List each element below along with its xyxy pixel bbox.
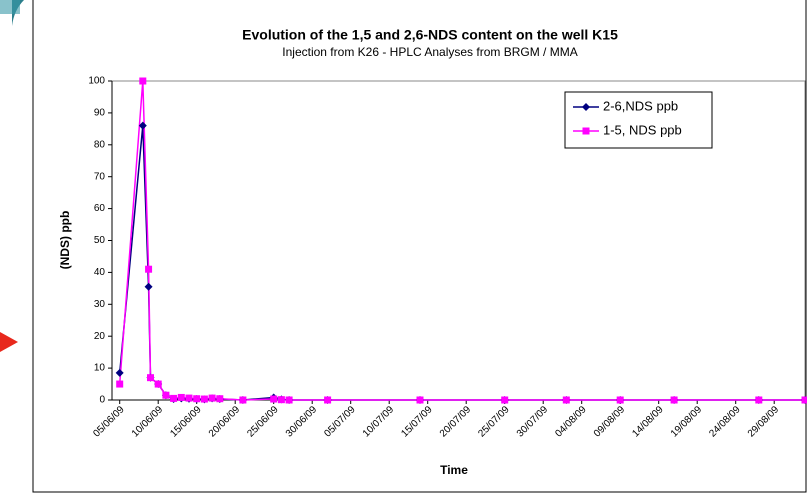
data-point xyxy=(801,396,807,404)
data-point xyxy=(116,380,124,388)
data-point xyxy=(416,396,424,404)
data-point xyxy=(755,396,763,404)
data-point xyxy=(616,396,624,404)
data-point xyxy=(562,396,570,404)
data-point xyxy=(170,394,178,402)
chart-area xyxy=(32,0,807,493)
decoration xyxy=(0,0,20,14)
data-point xyxy=(147,374,154,382)
y-tick-label: 10 xyxy=(94,363,106,374)
legend-box xyxy=(564,91,713,149)
y-axis-label: (NDS) ppb xyxy=(58,211,72,270)
legend-label: 1-5, NDS ppb xyxy=(603,122,682,137)
y-tick-label: 70 xyxy=(94,171,106,182)
data-point xyxy=(138,121,147,130)
y-tick-label: 100 xyxy=(88,76,105,87)
y-tick-label: 20 xyxy=(94,331,106,342)
legend-marker xyxy=(582,127,590,135)
y-tick-label: 50 xyxy=(94,235,106,246)
y-tick-label: 90 xyxy=(94,108,106,119)
data-point xyxy=(501,396,509,404)
chart-title: Evolution of the 1,5 and 2,6-NDS content… xyxy=(242,27,618,43)
legend-marker xyxy=(582,103,590,111)
data-point xyxy=(200,395,208,403)
data-point xyxy=(285,396,293,404)
data-point xyxy=(239,396,247,404)
y-tick-label: 60 xyxy=(94,203,106,214)
data-point xyxy=(193,395,201,403)
data-point xyxy=(270,395,278,403)
data-point xyxy=(154,380,162,388)
x-axis-label: Time xyxy=(440,463,468,477)
data-point xyxy=(144,282,153,291)
y-tick-label: 40 xyxy=(94,267,106,278)
data-point xyxy=(277,396,285,404)
y-tick-label: 30 xyxy=(94,299,106,310)
data-point xyxy=(177,393,185,401)
y-tick-label: 80 xyxy=(94,139,106,150)
legend-label: 2-6,NDS ppb xyxy=(603,98,678,113)
data-point xyxy=(216,395,224,403)
data-point xyxy=(208,394,216,402)
data-point xyxy=(139,77,147,85)
data-point xyxy=(185,394,193,402)
data-point xyxy=(162,391,170,399)
data-point xyxy=(145,265,153,273)
data-point xyxy=(670,396,678,404)
data-point xyxy=(324,396,332,404)
pointer-arrow xyxy=(0,332,18,352)
y-tick-label: 0 xyxy=(99,395,105,406)
data-point xyxy=(115,368,124,377)
chart-subtitle: Injection from K26 - HPLC Analyses from … xyxy=(282,45,577,59)
